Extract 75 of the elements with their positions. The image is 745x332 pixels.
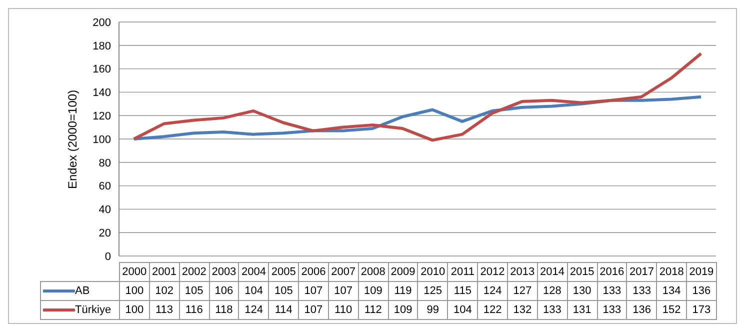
data-label: 105 [268,282,299,300]
y-tick-label: 60 [98,180,111,193]
data-label: 119 [388,282,418,300]
x-tick-label: 2015 [567,262,597,282]
data-label: 133 [597,282,627,300]
data-label: 109 [388,300,418,320]
x-tick-label: 2017 [626,262,657,282]
x-tick-label: 2000 [120,262,150,282]
data-label: 114 [268,300,299,320]
data-label: 124 [478,282,508,300]
y-tick-label: 160 [92,64,111,76]
x-tick-label: 2005 [268,262,299,282]
y-tick-label: 100 [92,134,111,146]
data-label: 122 [478,300,508,320]
data-label: 133 [597,300,627,320]
x-tick-label: 2011 [448,262,478,282]
data-label: 173 [686,300,716,320]
legend-label: Türkiye [75,304,112,316]
y-tick-label: 20 [98,228,111,240]
x-tick-label: 2009 [388,262,418,282]
data-label: 115 [448,282,478,300]
data-label: 113 [149,300,180,320]
x-tick-label: 2008 [358,262,388,282]
y-tick-label: 80 [98,157,111,170]
x-tick-label: 2018 [656,262,687,282]
data-label: 104 [238,282,269,300]
data-label: 107 [298,282,328,300]
data-label: 127 [507,282,538,300]
data-label: 136 [686,282,716,300]
y-tick-label: 120 [92,110,111,123]
data-label: 102 [149,282,180,300]
data-label: 105 [179,282,210,300]
data-label: 152 [656,300,687,320]
data-label: 130 [567,282,597,300]
data-label: 125 [418,282,448,300]
x-tick-label: 2003 [209,262,239,282]
x-tick-label: 2010 [418,262,448,282]
x-tick-label: 2002 [179,262,210,282]
data-label: 133 [626,282,657,300]
data-label: 131 [567,300,597,320]
data-label: 132 [507,300,538,320]
legend-label: AB [75,285,90,297]
data-label: 124 [238,300,269,320]
y-axis-title: Endex (2000=100) [65,90,80,189]
x-tick-label: 2004 [238,262,269,282]
x-tick-label: 2006 [298,262,328,282]
data-label: 133 [537,300,568,320]
y-tick-label: 180 [92,40,111,52]
data-label: 104 [448,300,478,320]
data-label: 100 [120,282,150,300]
data-label: 109 [358,282,388,300]
data-label: 128 [537,282,568,300]
data-label: 107 [328,282,358,300]
data-label: 107 [298,300,328,320]
data-label: 99 [418,300,448,320]
data-label: 116 [179,300,210,320]
data-label: 136 [626,300,657,320]
x-tick-label: 2001 [149,262,180,282]
x-tick-label: 2019 [686,262,716,282]
x-tick-label: 2007 [328,262,358,282]
data-label: 134 [656,282,687,300]
y-tick-label: 200 [92,16,111,29]
data-label: 100 [120,300,150,320]
x-tick-label: 2013 [507,262,538,282]
x-tick-label: 2016 [597,262,627,282]
data-label: 112 [358,300,388,320]
x-tick-label: 2014 [537,262,568,282]
y-tick-label: 140 [92,87,111,100]
line-series [132,52,703,142]
y-tick-label: 40 [98,204,111,216]
data-label: 110 [328,300,358,320]
data-label: 106 [209,282,239,300]
x-tick-label: 2012 [478,262,508,282]
y-tick-label: 0 [104,250,111,263]
data-label: 118 [209,300,239,320]
